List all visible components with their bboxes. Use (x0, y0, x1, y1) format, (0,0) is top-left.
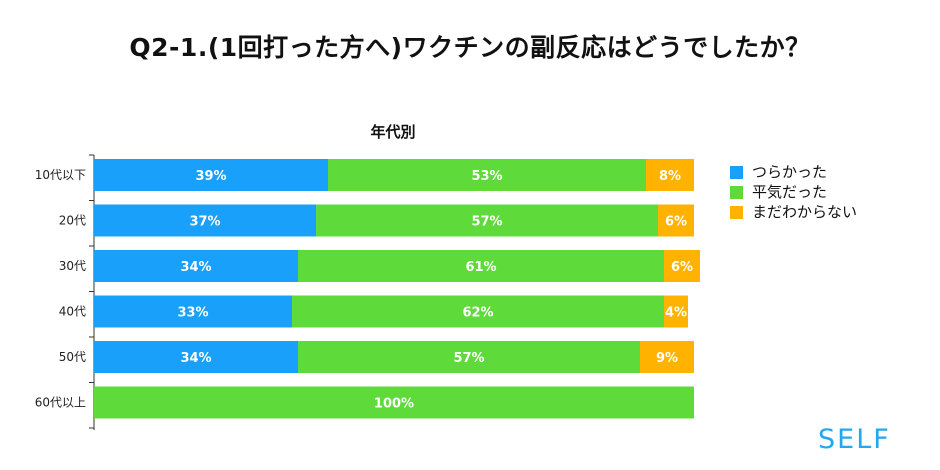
bar-segment (640, 341, 694, 373)
data-label: 34% (180, 351, 211, 366)
bar-segment (298, 250, 664, 282)
legend-label: つらかった (752, 163, 827, 181)
data-label: 100% (374, 397, 414, 412)
data-label: 34% (180, 260, 211, 275)
bar-segment (292, 295, 664, 328)
legend-label: 平気だった (752, 183, 827, 201)
data-label: 9% (656, 351, 678, 366)
bar-segment (94, 386, 694, 419)
bar-segment (664, 250, 700, 282)
data-label: 61% (465, 260, 496, 275)
bar-segment (298, 341, 640, 373)
category-label: 20代 (59, 214, 86, 228)
data-label: 8% (659, 169, 681, 184)
bar-segment (646, 159, 694, 191)
category-label: 10代以下 (35, 168, 86, 182)
bar-segment (94, 159, 328, 191)
bar-segment (658, 204, 694, 237)
category-label: 40代 (59, 305, 86, 319)
legend-swatch (730, 206, 743, 219)
data-label: 57% (471, 215, 502, 230)
bar-segment (94, 341, 298, 373)
bar-segment (94, 204, 316, 237)
data-label: 6% (671, 260, 693, 275)
chart-title: Q2-1.(1回打った方へ)ワクチンの副反応はどうでしたか？ (129, 33, 811, 62)
category-label: 50代 (59, 350, 86, 364)
data-label: 39% (195, 169, 226, 184)
data-label: 37% (189, 215, 220, 230)
data-label: 4% (665, 306, 687, 321)
bar-segment (328, 159, 646, 191)
legend-swatch (730, 166, 743, 179)
legend-label: まだわからない (752, 203, 857, 221)
data-label: 6% (665, 215, 687, 230)
legend-swatch (730, 186, 743, 199)
brand-logo: SELF (818, 424, 891, 455)
data-label: 33% (177, 306, 208, 321)
category-label: 30代 (59, 259, 86, 273)
data-label: 53% (471, 169, 502, 184)
bar-segment (664, 295, 688, 328)
category-label: 60代以上 (35, 396, 86, 410)
bar-segment (94, 295, 292, 328)
bar-segment (316, 204, 658, 237)
data-label: 57% (453, 351, 484, 366)
bar-segment (94, 250, 298, 282)
chart-subtitle: 年代別 (370, 123, 415, 141)
data-label: 62% (462, 306, 493, 321)
